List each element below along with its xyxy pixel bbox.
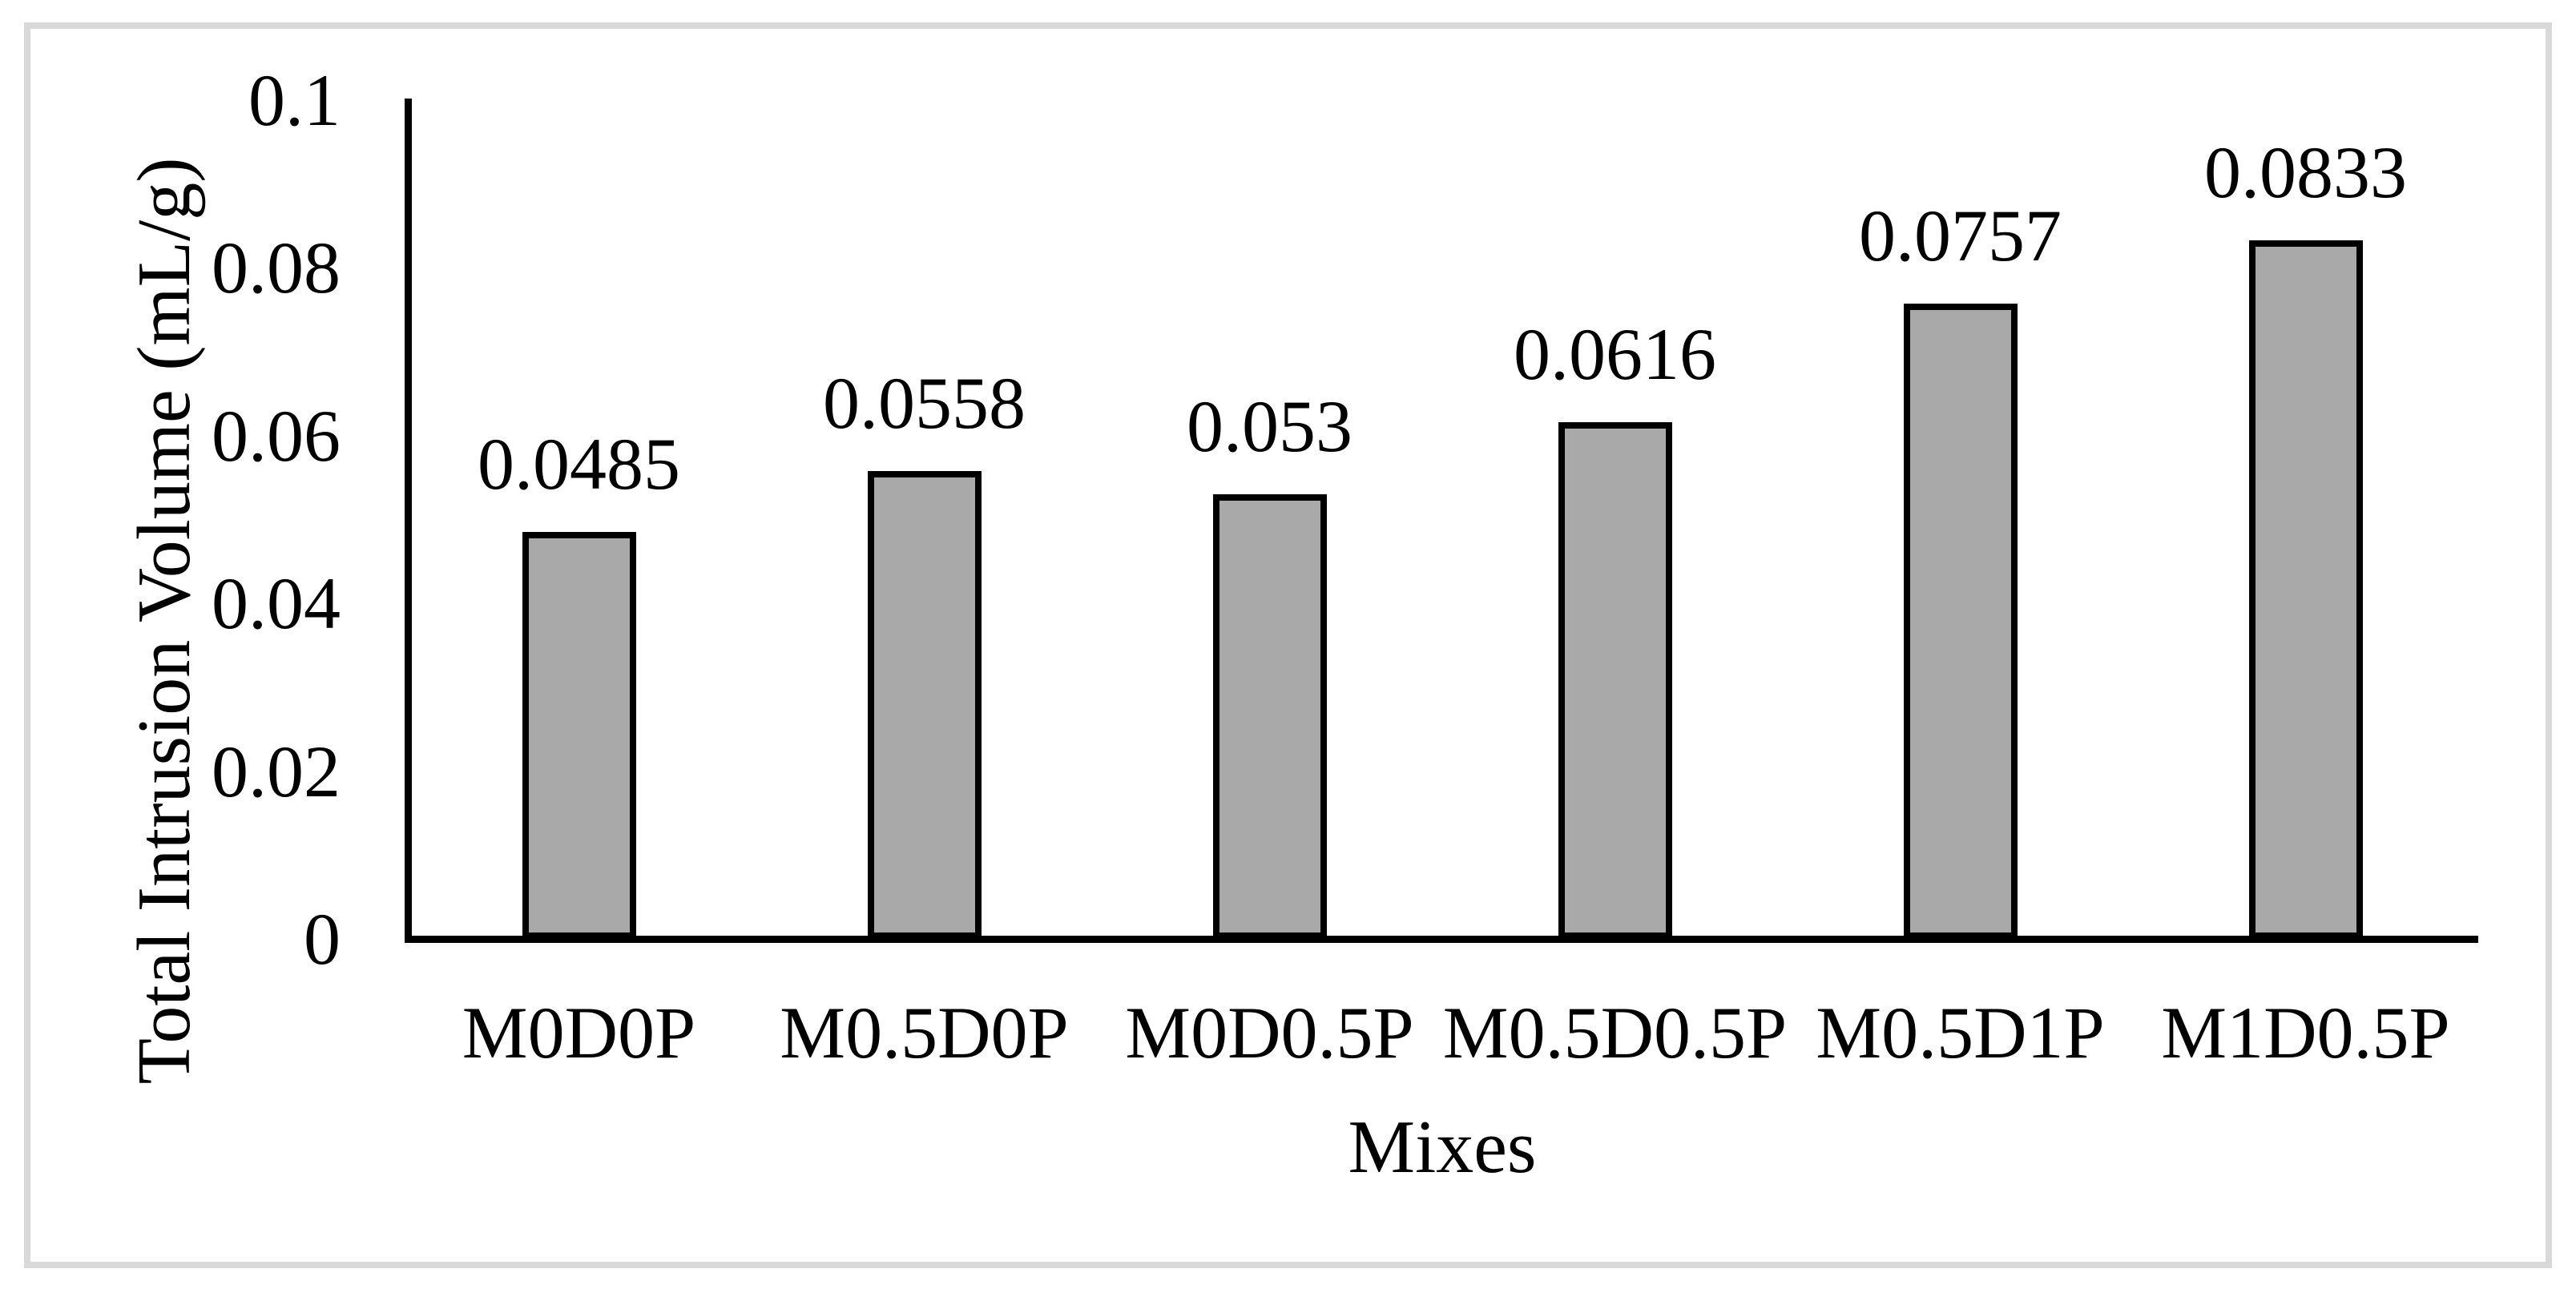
x-tick-label: M0D0.5P bbox=[1125, 992, 1414, 1073]
x-tick-label: M0.5D0P bbox=[780, 992, 1069, 1073]
figure-border bbox=[24, 22, 2552, 1268]
x-axis-title: Mixes bbox=[1348, 1106, 1537, 1189]
x-tick-label: M0D0P bbox=[462, 992, 696, 1073]
y-tick-label: 0.06 bbox=[212, 394, 341, 477]
y-tick-label: 0.04 bbox=[212, 562, 341, 645]
y-tick-label: 0.08 bbox=[212, 227, 341, 309]
bar bbox=[1903, 304, 2018, 939]
bar bbox=[2248, 240, 2363, 939]
bar-value-label: 0.0485 bbox=[478, 423, 680, 506]
bar-value-label: 0.0757 bbox=[1859, 195, 2062, 277]
x-axis-line bbox=[405, 936, 2478, 943]
bar bbox=[867, 470, 982, 939]
bar-value-label: 0.053 bbox=[1187, 385, 1353, 468]
x-tick-label: M0.5D0.5P bbox=[1442, 992, 1788, 1073]
y-tick-label: 0.1 bbox=[248, 59, 341, 141]
bar-value-label: 0.0558 bbox=[823, 361, 1026, 444]
y-axis-line bbox=[405, 99, 412, 943]
bar-value-label: 0.0833 bbox=[2204, 131, 2407, 213]
bar-value-label: 0.0616 bbox=[1514, 313, 1716, 396]
bar bbox=[1558, 422, 1672, 939]
bar bbox=[1212, 494, 1327, 939]
bar bbox=[522, 532, 636, 939]
x-tick-label: M1D0.5P bbox=[2161, 992, 2450, 1073]
x-tick-label: M0.5D1P bbox=[1816, 992, 2105, 1073]
y-tick-label: 0.02 bbox=[212, 730, 341, 812]
y-tick-label: 0 bbox=[304, 898, 341, 980]
